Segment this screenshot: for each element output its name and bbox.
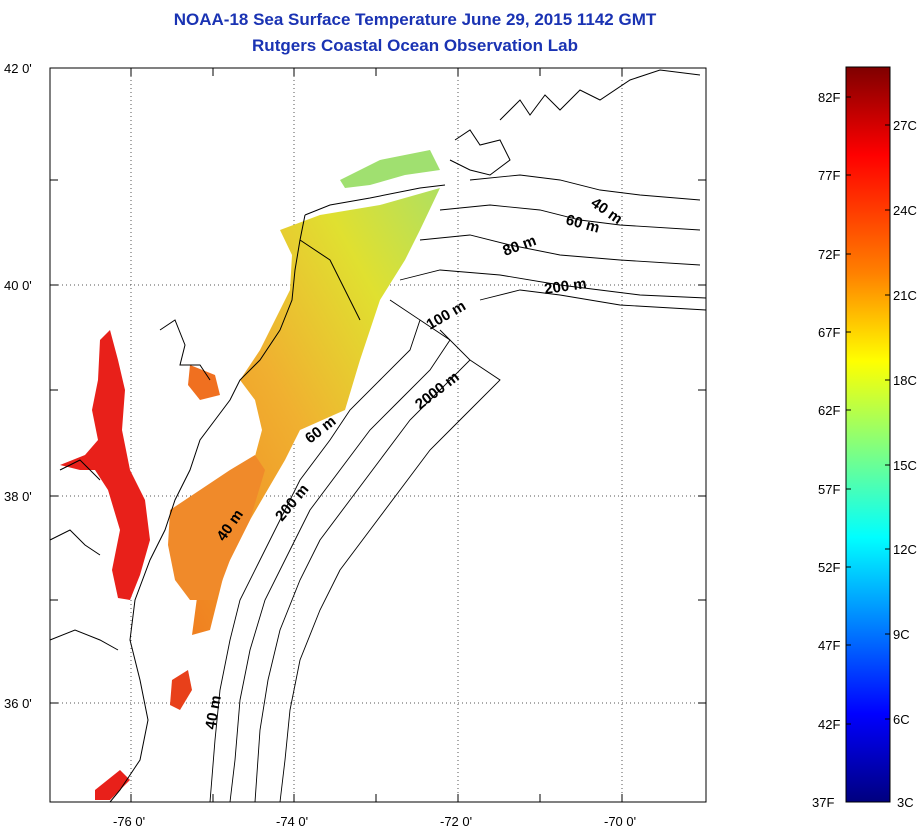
cb-label-27c: 27C [893,118,917,133]
cb-label-18c: 18C [893,373,917,388]
cb-label-15c: 15C [893,458,917,473]
colorbar-ticks [846,96,890,725]
sst-long-island-sound [340,150,440,188]
map-frame [49,67,707,803]
cb-label-12c: 12C [893,542,917,557]
cb-label-77f: 77F [818,168,840,183]
map-subtitle: Rutgers Coastal Ocean Observation Lab [252,36,578,55]
frame-ticks [50,68,706,802]
latitude-labels: 42 0' 40 0' 38 0' 36 0' [4,61,32,711]
cb-label-42f: 42F [818,717,840,732]
cb-label-9c: 9C [893,627,910,642]
cb-label-62f: 62F [818,403,840,418]
lon-label-76: -76 0' [113,814,145,829]
lon-label-72: -72 0' [440,814,472,829]
cb-label-67f: 67F [818,325,840,340]
sst-shelf-south [168,455,265,600]
sst-pamlico [95,770,130,800]
cb-label-52f: 52F [818,560,840,575]
cb-label-72f: 72F [818,247,840,262]
cb-label-21c: 21C [893,288,917,303]
colorbar [845,66,891,803]
sst-swath [60,150,440,800]
lat-label-36: 36 0' [4,696,32,711]
lon-label-74: -74 0' [276,814,308,829]
cb-label-37f: 37F [812,795,834,810]
longitude-labels: -76 0' -74 0' -72 0' -70 0' [113,814,636,829]
sst-delaware-bay [188,365,220,400]
lon-label-70: -70 0' [604,814,636,829]
cb-label-82f: 82F [818,90,840,105]
sst-shelf [192,188,440,635]
cb-label-3c: 3C [897,795,914,810]
colorbar-c-labels: 27C 24C 21C 18C 15C 12C 9C 6C 3C [893,118,917,810]
sst-outer-banks [170,670,192,710]
cb-label-24c: 24C [893,203,917,218]
depth-label-200m-north: 200 m [543,275,587,298]
colorbar-f-labels: 82F 77F 72F 67F 62F 57F 52F 47F 42F 37F [812,90,840,810]
depth-label-40m-hatteras: 40 m [202,694,225,731]
map-title: NOAA-18 Sea Surface Temperature June 29,… [173,10,657,29]
lat-label-42: 42 0' [4,61,32,76]
cb-label-47f: 47F [818,638,840,653]
lat-label-40: 40 0' [4,278,32,293]
cb-label-6c: 6C [893,712,910,727]
coastline [49,69,701,803]
bathymetry-contours [209,174,707,803]
sst-chesapeake [60,330,150,600]
lat-label-38: 38 0' [4,489,32,504]
cb-label-57f: 57F [818,482,840,497]
